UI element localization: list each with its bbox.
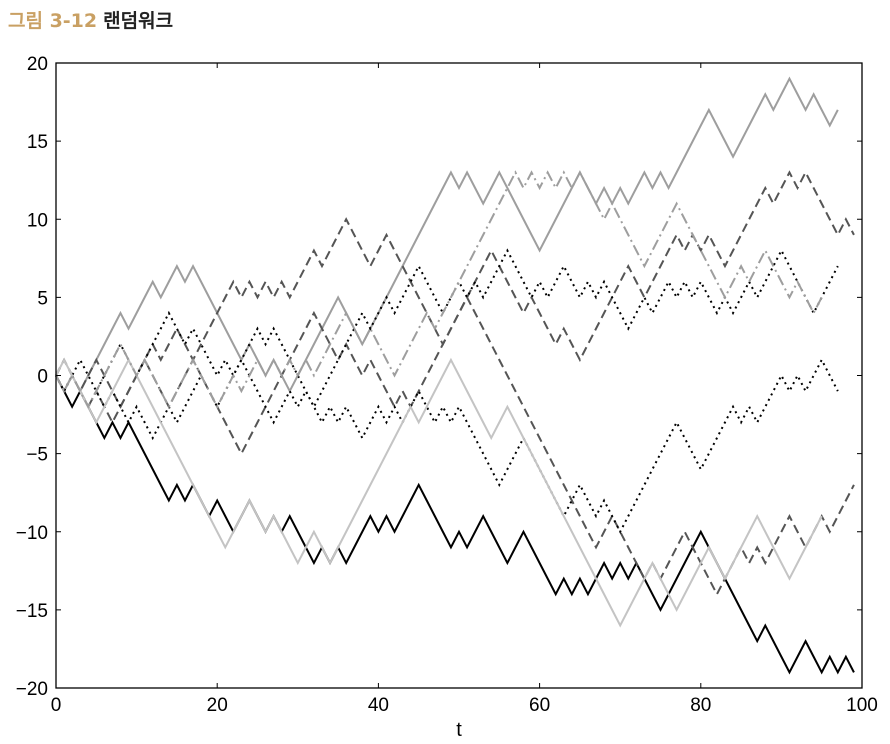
- x-tick-label: 0: [51, 695, 62, 716]
- y-tick-label: 15: [27, 132, 48, 153]
- series-line-4: [55, 170, 855, 425]
- series-line-2: [55, 76, 839, 394]
- tick-layer: 0 20 40 60 80 100 20 15 10 5 0 −5 −10 −15 −20: [16, 54, 878, 716]
- x-tick-label: 100: [846, 695, 878, 716]
- y-tick-label: 10: [27, 210, 48, 231]
- series-layer: [55, 76, 855, 675]
- x-tick-label: 80: [690, 695, 711, 716]
- series-line-1: [55, 375, 855, 675]
- y-tick-label: −15: [16, 601, 48, 622]
- series-line-3: [55, 295, 855, 597]
- figure-caption: 그림 3-12 랜덤워크: [8, 6, 173, 33]
- x-axis-label: t: [456, 719, 462, 741]
- y-tick-label: −5: [26, 445, 48, 466]
- y-tick-label: 0: [37, 367, 48, 388]
- figure-number: 그림 3-12: [8, 10, 98, 32]
- figure-title: 랜덤워크: [103, 10, 174, 32]
- y-tick-label: 20: [27, 54, 48, 75]
- y-tick-label: 5: [37, 288, 48, 309]
- y-tick-label: −20: [16, 679, 48, 700]
- series-line-6: [55, 357, 839, 534]
- x-tick-label: 40: [368, 695, 389, 716]
- x-tick-label: 60: [529, 695, 550, 716]
- series-line-7: [55, 357, 823, 628]
- series-line-5: [55, 248, 839, 409]
- y-tick-label: −10: [16, 523, 48, 544]
- series-line-8: [55, 170, 823, 409]
- x-tick-label: 20: [207, 695, 228, 716]
